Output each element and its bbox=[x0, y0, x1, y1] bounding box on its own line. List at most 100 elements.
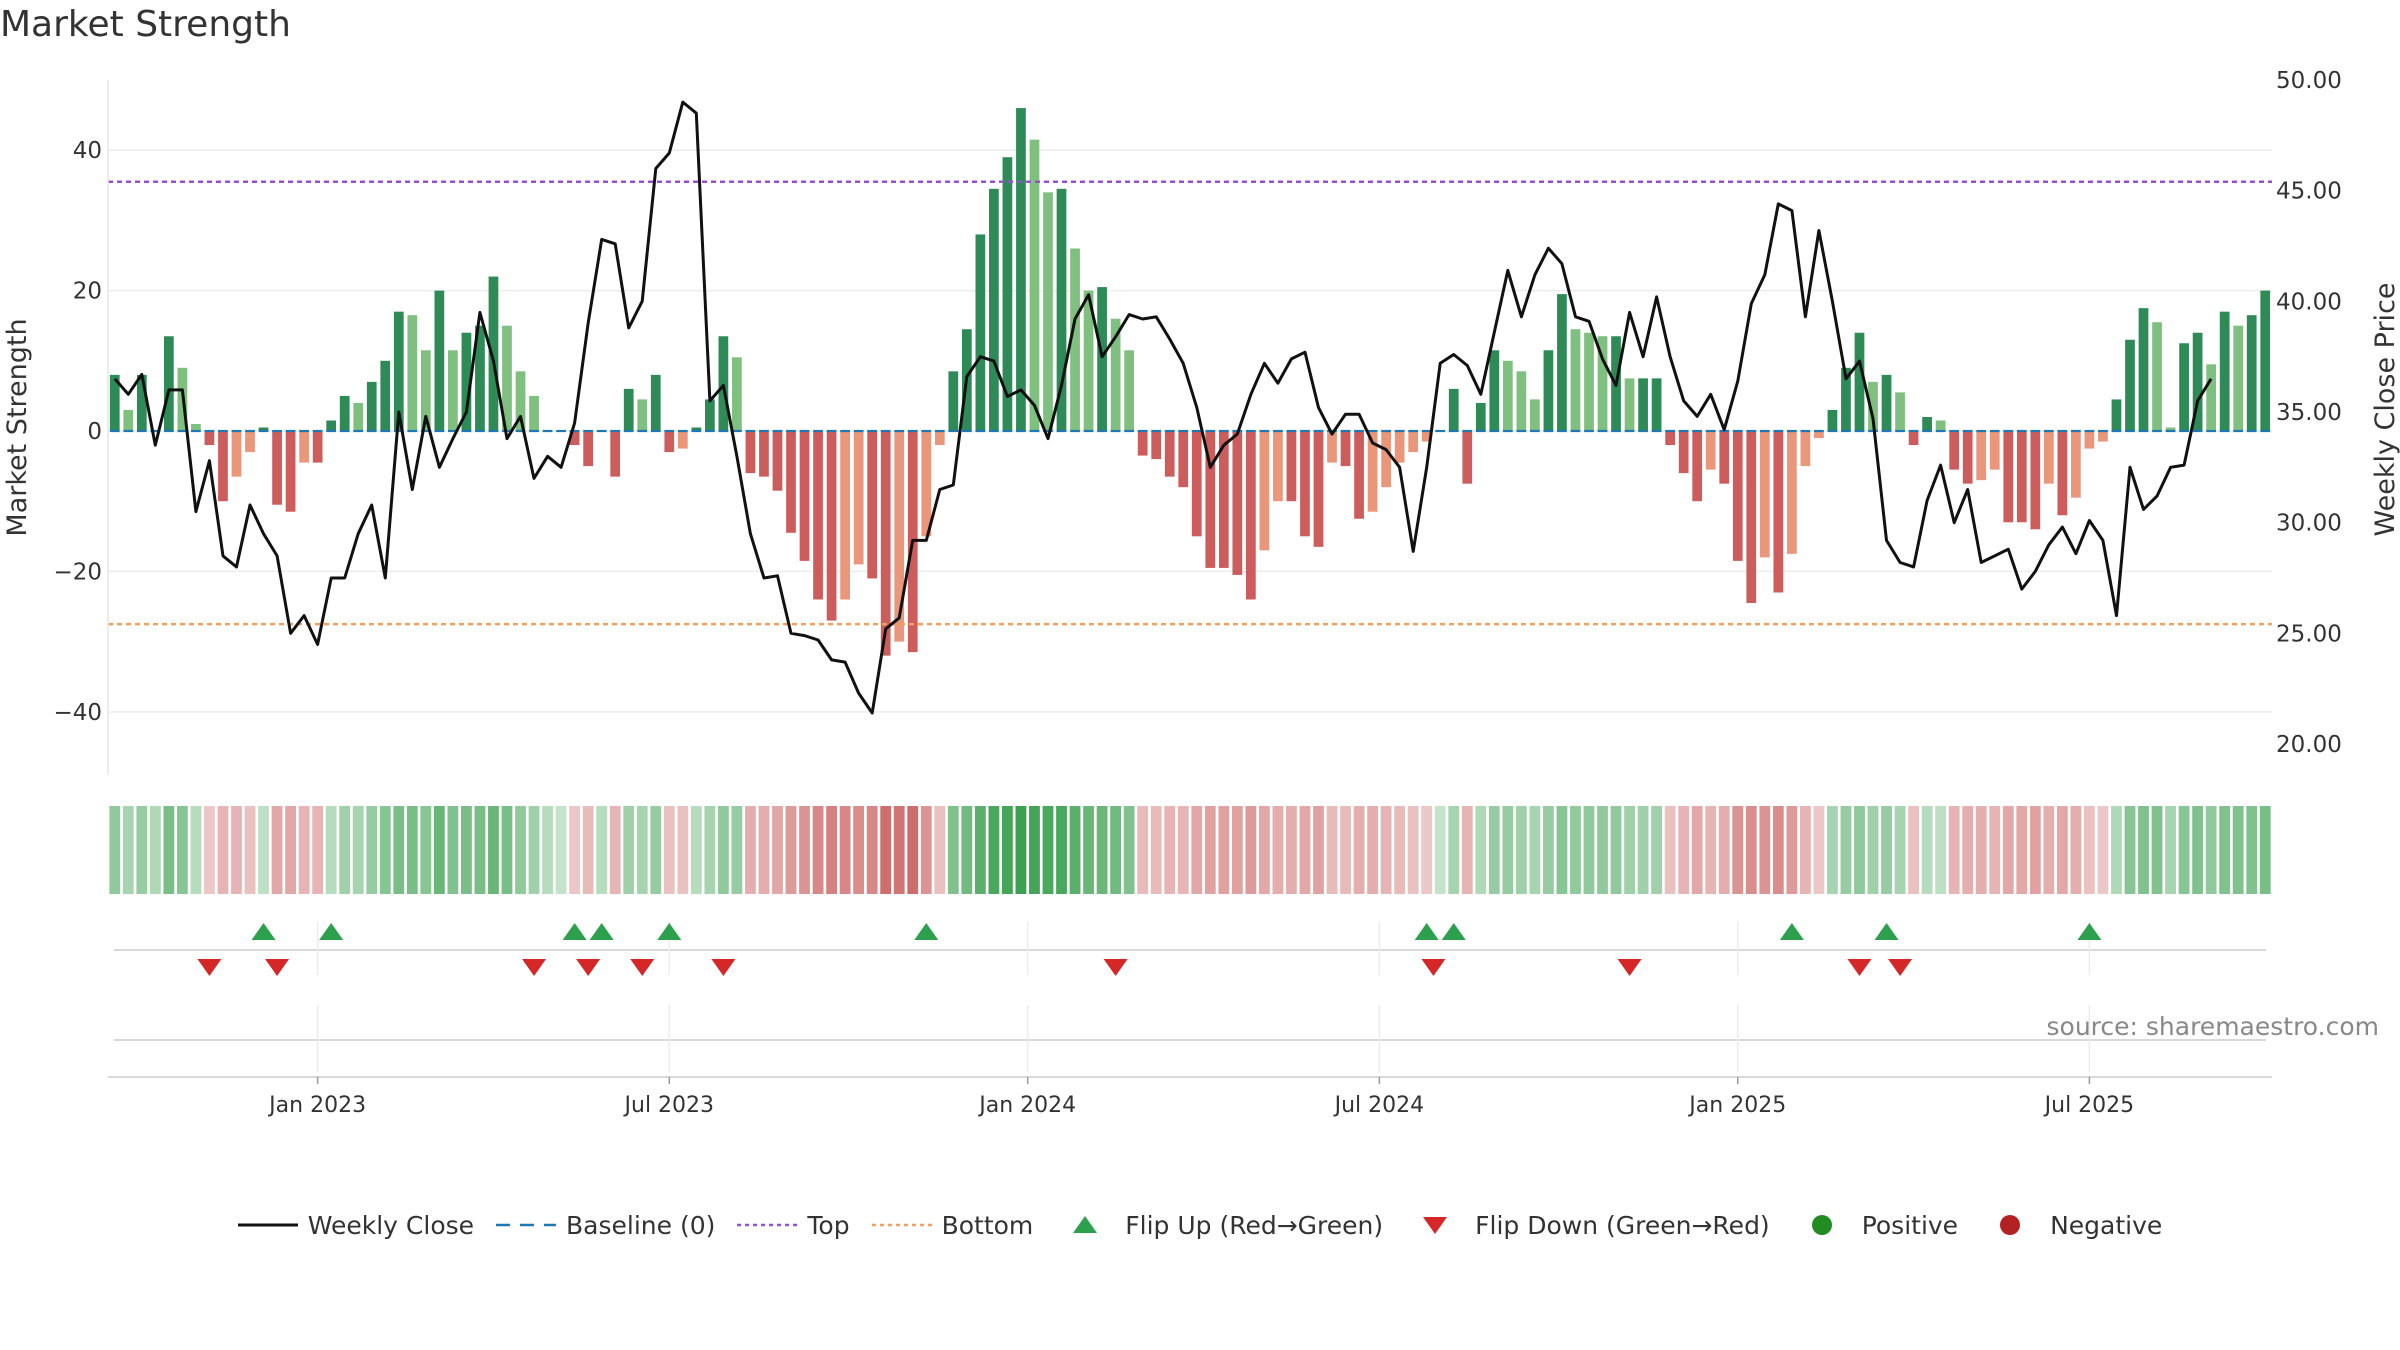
strip-cell bbox=[1056, 806, 1067, 894]
strength-bar bbox=[393, 311, 404, 432]
strength-bar bbox=[1570, 329, 1581, 432]
strength-bar bbox=[326, 420, 337, 432]
strength-bar bbox=[109, 374, 120, 432]
strength-bar bbox=[1705, 431, 1716, 470]
strip-cell bbox=[920, 806, 932, 894]
strip-cell bbox=[785, 806, 797, 894]
strength-bar bbox=[799, 431, 810, 561]
strip-cell bbox=[636, 806, 648, 894]
left-axis: 40 20 0 −20 −40 Market Strength bbox=[2, 80, 109, 775]
strip-cell bbox=[1867, 806, 1879, 894]
strength-bar bbox=[285, 431, 296, 512]
strength-bar bbox=[1732, 431, 1743, 561]
legend-swatch bbox=[737, 1223, 798, 1227]
strip-cell bbox=[745, 806, 756, 894]
strip-cell bbox=[325, 806, 337, 894]
legend-item: Top bbox=[737, 1211, 850, 1240]
legend-label: Positive bbox=[1861, 1210, 1959, 1240]
legend-item: Positive bbox=[1792, 1211, 1958, 1240]
strip-cell bbox=[204, 806, 215, 894]
strip-cell bbox=[2043, 806, 2055, 894]
strip-cell bbox=[2097, 806, 2109, 894]
legend-label: Flip Up (Red→Green) bbox=[1125, 1210, 1384, 1240]
strip-cell bbox=[136, 806, 148, 894]
strip-cell bbox=[1691, 806, 1703, 894]
strength-bar bbox=[420, 350, 431, 432]
strength-bar bbox=[1300, 431, 1310, 537]
strength-bar bbox=[2192, 332, 2203, 432]
strip-cell bbox=[1421, 806, 1433, 894]
strength-bar bbox=[1949, 431, 1960, 470]
strength-bar bbox=[1259, 431, 1270, 551]
flip-up-marker bbox=[1874, 923, 1899, 940]
strip-cell bbox=[2165, 806, 2176, 894]
strip-cell bbox=[1637, 806, 1649, 894]
strength-bar bbox=[1110, 318, 1121, 432]
strip-cell bbox=[1921, 806, 1933, 894]
strip-cell bbox=[758, 806, 770, 894]
strip-cell bbox=[677, 806, 689, 894]
legend-item: Negative bbox=[1980, 1211, 2162, 1240]
left-tick-label: −40 bbox=[53, 700, 102, 726]
strip-cell bbox=[880, 806, 892, 894]
strength-bar bbox=[434, 290, 445, 432]
flip-down-marker bbox=[1847, 959, 1872, 976]
strength-bar bbox=[529, 395, 539, 432]
strip-cell bbox=[826, 806, 837, 894]
strength-bar bbox=[1218, 431, 1229, 568]
strength-bar bbox=[448, 350, 458, 432]
strength-bar bbox=[163, 336, 174, 432]
strip-cell bbox=[1407, 806, 1419, 894]
strength-bar bbox=[1773, 431, 1784, 593]
strength-bar bbox=[1962, 431, 1973, 484]
strength-bar bbox=[2219, 311, 2230, 432]
legend-swatch bbox=[496, 1223, 557, 1227]
flip-down-marker bbox=[1421, 959, 1446, 976]
strip-cell bbox=[1597, 806, 1608, 894]
strength-bar bbox=[2179, 343, 2189, 432]
x-axis: Jan 2023 Jul 2023 Jan 2024 Jul 2024 Jan 2025… bbox=[108, 1076, 2272, 1118]
strip-cell bbox=[1935, 806, 1947, 894]
strength-bar bbox=[1692, 431, 1703, 502]
strip-cell bbox=[1380, 806, 1392, 894]
strength-bar bbox=[1786, 431, 1797, 554]
flip-up-marker bbox=[562, 923, 587, 940]
strength-bar bbox=[894, 431, 905, 642]
legend-swatch bbox=[1811, 1215, 1832, 1235]
strength-bar bbox=[759, 431, 769, 477]
strip-cell bbox=[393, 806, 405, 894]
flip-up-marker bbox=[657, 923, 682, 940]
strip-cell bbox=[1529, 806, 1541, 894]
right-axis: 50.00 45.00 40.00 35.00 30.00 25.00 20.00 Weekl… bbox=[2276, 68, 2400, 758]
strength-bar bbox=[1367, 431, 1378, 512]
strip-cell bbox=[555, 806, 567, 894]
strip-cell bbox=[1786, 806, 1798, 894]
strip-cell bbox=[109, 806, 121, 894]
strength-bar bbox=[921, 431, 932, 537]
strip-cell bbox=[2259, 806, 2271, 894]
strip-cell bbox=[596, 806, 608, 894]
strip-cell bbox=[190, 806, 202, 894]
strength-bar bbox=[1854, 332, 1865, 432]
strength-bar bbox=[880, 431, 891, 656]
strip-cell bbox=[2219, 806, 2231, 894]
strength-bar bbox=[1665, 431, 1676, 446]
strip-cell bbox=[893, 806, 905, 894]
strength-bar bbox=[826, 431, 837, 621]
legend-swatch bbox=[871, 1223, 932, 1227]
strip-cell bbox=[1772, 806, 1784, 894]
legend-swatch bbox=[2000, 1215, 2021, 1235]
strength-bar bbox=[245, 431, 255, 453]
strip-cell bbox=[258, 806, 269, 894]
flip-up-marker bbox=[319, 923, 344, 940]
strip-cell bbox=[569, 806, 581, 894]
strength-bar bbox=[2152, 322, 2162, 432]
strip-cell bbox=[1096, 806, 1108, 894]
strength-bar bbox=[272, 431, 282, 505]
strip-cell bbox=[934, 806, 946, 894]
strip-cell bbox=[799, 806, 810, 894]
strength-bar bbox=[934, 431, 945, 446]
strip-cell bbox=[163, 806, 175, 894]
strip-cell bbox=[1515, 806, 1527, 894]
strip-cell bbox=[1624, 806, 1635, 894]
